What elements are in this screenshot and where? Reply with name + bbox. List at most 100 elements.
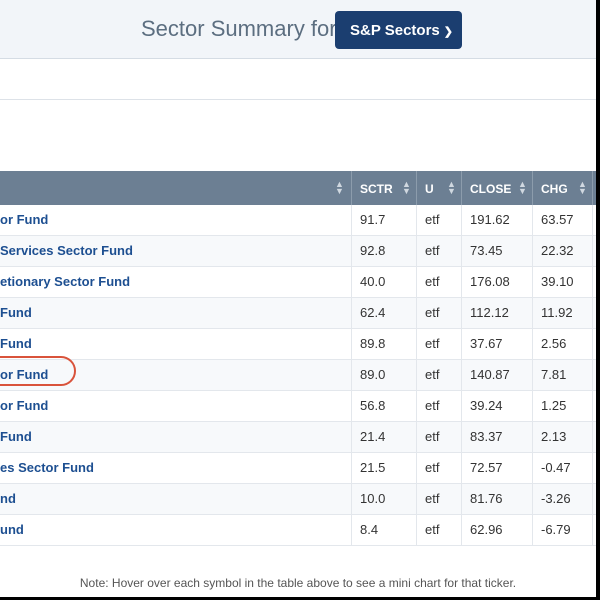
highlight-annotation — [0, 356, 76, 386]
change-value: -3.26 — [532, 484, 592, 514]
sctr-value: 21.5 — [351, 453, 416, 483]
fund-name-link[interactable]: or Fund — [0, 212, 49, 227]
universe-value: etf — [416, 360, 461, 390]
sort-icon: ▲ ▼ — [402, 179, 411, 196]
chevron-down-icon: ❯ — [443, 26, 453, 38]
close-value: 112.12 — [461, 298, 532, 328]
extra-value: 4 — [592, 205, 596, 235]
fund-name-link[interactable]: Services Sector Fund — [0, 243, 133, 258]
sector-group-label: S&P Sectors — [350, 22, 440, 39]
fund-name-link[interactable]: Fund — [0, 429, 32, 444]
column-header-chg[interactable]: CHG ▲ ▼ — [532, 171, 592, 205]
divider — [0, 99, 596, 100]
close-value: 191.62 — [461, 205, 532, 235]
page-title: Sector Summary for — [141, 16, 337, 41]
fund-name-link[interactable]: or Fund — [0, 398, 49, 413]
column-header-extra[interactable] — [592, 171, 596, 205]
sort-icon: ▲ ▼ — [518, 179, 527, 196]
universe-value: etf — [416, 391, 461, 421]
table-header: ▲ ▼ SCTR ▲ ▼ U ▲ ▼ CLOSE ▲ ▼ CHG ▲ ▼ — [0, 171, 596, 205]
fund-name-link[interactable]: nd — [0, 491, 16, 506]
change-value: 63.57 — [532, 205, 592, 235]
universe-value: etf — [416, 484, 461, 514]
change-value: -6.79 — [532, 515, 592, 545]
close-value: 73.45 — [461, 236, 532, 266]
sort-icon: ▲ ▼ — [578, 179, 587, 196]
change-value: 7.81 — [532, 360, 592, 390]
sctr-value: 8.4 — [351, 515, 416, 545]
sctr-value: 56.8 — [351, 391, 416, 421]
sctr-value: 10.0 — [351, 484, 416, 514]
sctr-value: 89.0 — [351, 360, 416, 390]
universe-value: etf — [416, 298, 461, 328]
close-value: 81.76 — [461, 484, 532, 514]
column-label: CLOSE — [470, 182, 512, 196]
universe-value: etf — [416, 236, 461, 266]
universe-value: etf — [416, 267, 461, 297]
change-value: 11.92 — [532, 298, 592, 328]
extra-value: 2 — [592, 422, 596, 452]
column-label: U — [425, 182, 434, 196]
column-header-u[interactable]: U ▲ ▼ — [416, 171, 461, 205]
extra-value: 3 — [592, 391, 596, 421]
change-value: 22.32 — [532, 236, 592, 266]
extra-value: 5 — [592, 360, 596, 390]
universe-value: etf — [416, 453, 461, 483]
page-header: Sector Summary for S&P Sectors ❯ — [0, 0, 596, 59]
change-value: 39.10 — [532, 267, 592, 297]
fund-name-link[interactable]: Fund — [0, 336, 32, 351]
sctr-value: 92.8 — [351, 236, 416, 266]
close-value: 83.37 — [461, 422, 532, 452]
sctr-value: 40.0 — [351, 267, 416, 297]
universe-value: etf — [416, 329, 461, 359]
close-value: 37.67 — [461, 329, 532, 359]
hover-note: Note: Hover over each symbol in the tabl… — [79, 576, 517, 590]
fund-name-link[interactable]: und — [0, 522, 24, 537]
extra-value: 4 — [592, 236, 596, 266]
change-value: 2.13 — [532, 422, 592, 452]
sector-group-dropdown[interactable]: S&P Sectors ❯ — [335, 11, 462, 49]
column-label: SCTR — [360, 182, 393, 196]
close-value: 140.87 — [461, 360, 532, 390]
extra-value: - — [592, 484, 596, 514]
extra-value: - — [592, 453, 596, 483]
extra-value: 2 — [592, 267, 596, 297]
column-header-name[interactable]: ▲ ▼ — [0, 171, 351, 205]
fund-name-link[interactable]: or Fund — [0, 367, 49, 382]
close-value: 72.57 — [461, 453, 532, 483]
extra-value: - — [592, 515, 596, 545]
close-value: 39.24 — [461, 391, 532, 421]
close-value: 62.96 — [461, 515, 532, 545]
sort-icon: ▲ ▼ — [335, 179, 344, 196]
change-value: 1.25 — [532, 391, 592, 421]
universe-value: etf — [416, 422, 461, 452]
column-header-sctr[interactable]: SCTR ▲ ▼ — [351, 171, 416, 205]
fund-name-link[interactable]: etionary Sector Fund — [0, 274, 131, 289]
sctr-value: 89.8 — [351, 329, 416, 359]
column-label: CHG — [541, 182, 568, 196]
change-value: 2.56 — [532, 329, 592, 359]
sector-table: ▲ ▼ SCTR ▲ ▼ U ▲ ▼ CLOSE ▲ ▼ CHG ▲ ▼ or Fund 9… — [0, 171, 596, 546]
column-header-close[interactable]: CLOSE ▲ ▼ — [461, 171, 532, 205]
fund-name-link[interactable]: es Sector Fund — [0, 460, 94, 475]
extra-value: 1 — [592, 298, 596, 328]
sctr-value: 91.7 — [351, 205, 416, 235]
fund-name-link[interactable]: Fund — [0, 305, 32, 320]
extra-value: 7 — [592, 329, 596, 359]
sctr-value: 62.4 — [351, 298, 416, 328]
sort-icon: ▲ ▼ — [447, 179, 456, 196]
close-value: 176.08 — [461, 267, 532, 297]
